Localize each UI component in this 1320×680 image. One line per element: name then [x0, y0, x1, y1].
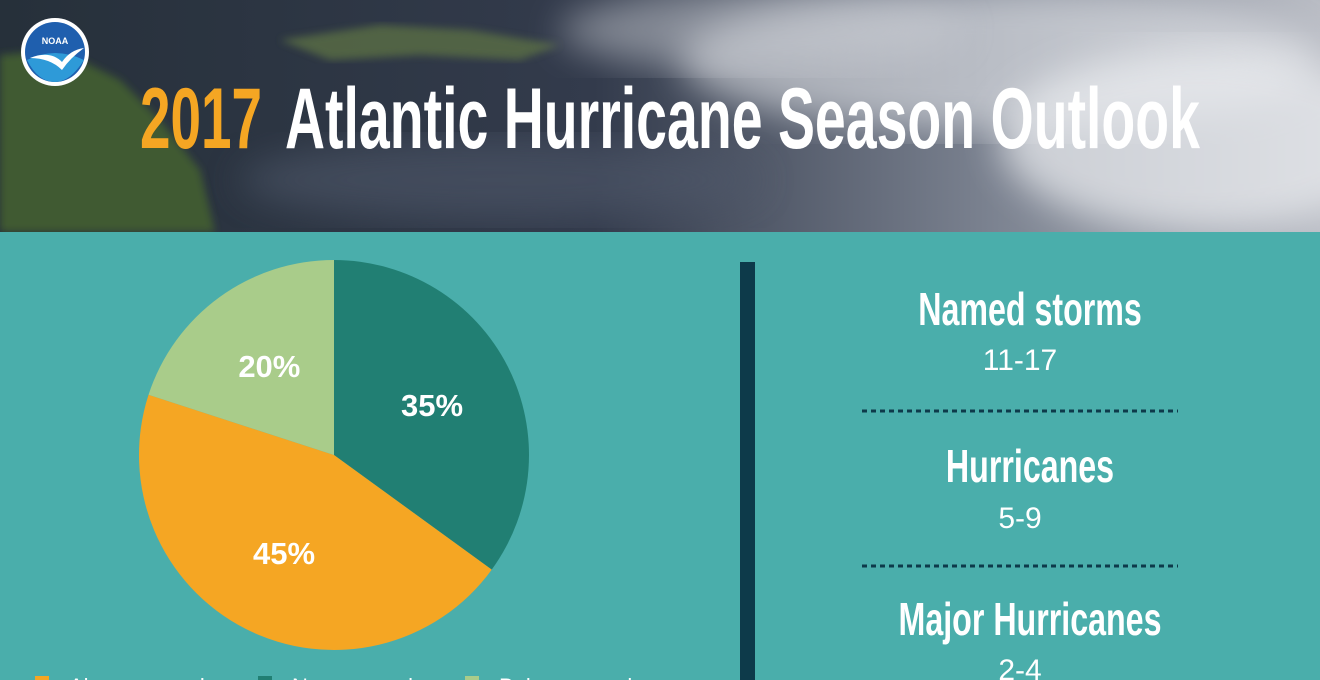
pie-slice — [148, 260, 334, 455]
outlook-item: Hurricanes 5-9 — [946, 441, 1114, 535]
legend-label: Below normal season — [499, 674, 709, 680]
outlook-range: 5-9 — [998, 502, 1041, 535]
pie-slice — [139, 394, 492, 650]
legend-swatch — [258, 676, 272, 680]
legend-label: Above normal — [69, 674, 205, 680]
outlook-range: 11-17 — [983, 344, 1058, 377]
legend-label: Near normal — [292, 674, 413, 680]
outlook-item: Major Hurricanes 2-4 — [899, 594, 1162, 680]
slice-label: 35% — [401, 388, 463, 423]
legend-swatch — [35, 676, 49, 680]
title: Atlantic Hurricane Season Outlook — [285, 71, 1200, 167]
outlook-label: Major Hurricanes — [899, 594, 1162, 645]
header-background — [0, 0, 1320, 232]
pie-slice — [334, 260, 529, 570]
outlook-item: Named storms 11-17 — [918, 284, 1142, 377]
outlook-label: Named storms — [918, 284, 1142, 335]
logo-text: NOAA — [42, 36, 69, 46]
legend: Above normal Near normal Below normal seas… — [35, 674, 709, 680]
pie-chart: 35% 45% 20% — [139, 260, 529, 650]
divider — [740, 262, 755, 680]
outlook-label: Hurricanes — [946, 441, 1114, 492]
noaa-logo: NOAA — [21, 18, 89, 86]
title-year: 2017 — [140, 71, 262, 167]
slice-label: 45% — [253, 536, 315, 571]
legend-swatch — [465, 676, 479, 680]
outlook-range: 2-4 — [998, 654, 1041, 680]
outlook-stats: Named storms 11-17 Hurricanes 5-9 Major Hurr… — [862, 284, 1178, 680]
slice-label: 20% — [238, 349, 300, 384]
